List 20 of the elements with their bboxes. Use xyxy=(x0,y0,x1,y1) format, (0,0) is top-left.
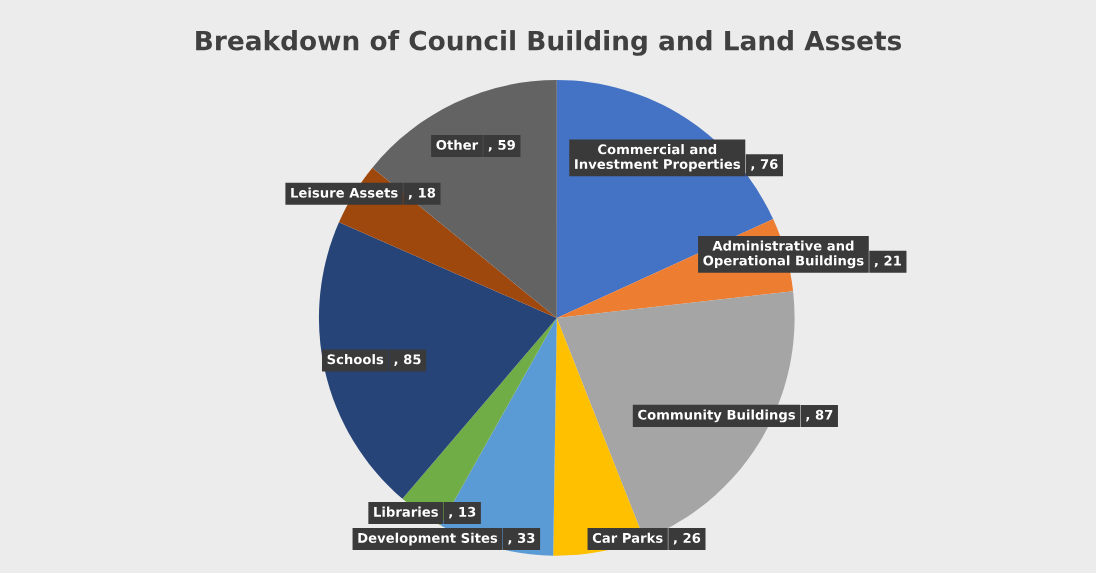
data-label: , 13 xyxy=(449,506,476,519)
slice-label: Other xyxy=(436,139,479,150)
slice-label: Schools xyxy=(327,354,384,365)
pie-slice xyxy=(318,222,557,499)
slice-label: Commercial and Investment Properties xyxy=(575,144,741,172)
slice-label: Development Sites xyxy=(358,532,498,546)
data-label: , 21 xyxy=(874,255,901,268)
data-label: , 33 xyxy=(508,532,535,545)
slice-label: Administrative and Operational Buildings xyxy=(703,240,864,269)
data-label: , 18 xyxy=(408,187,436,200)
slice-label: Leisure Assets xyxy=(291,187,398,198)
data-label: , 87 xyxy=(806,409,833,422)
data-label: , 76 xyxy=(751,159,778,171)
data-label: , 59 xyxy=(488,139,515,152)
slice-label: Libraries xyxy=(374,506,438,517)
chart-title: Breakdown of Council Building and Land Assets xyxy=(196,30,902,56)
data-label: , 85 xyxy=(394,354,421,366)
slice-label: Car Parks xyxy=(592,532,663,543)
slice-label: Community Buildings xyxy=(638,409,796,423)
data-label: , 26 xyxy=(673,532,701,545)
